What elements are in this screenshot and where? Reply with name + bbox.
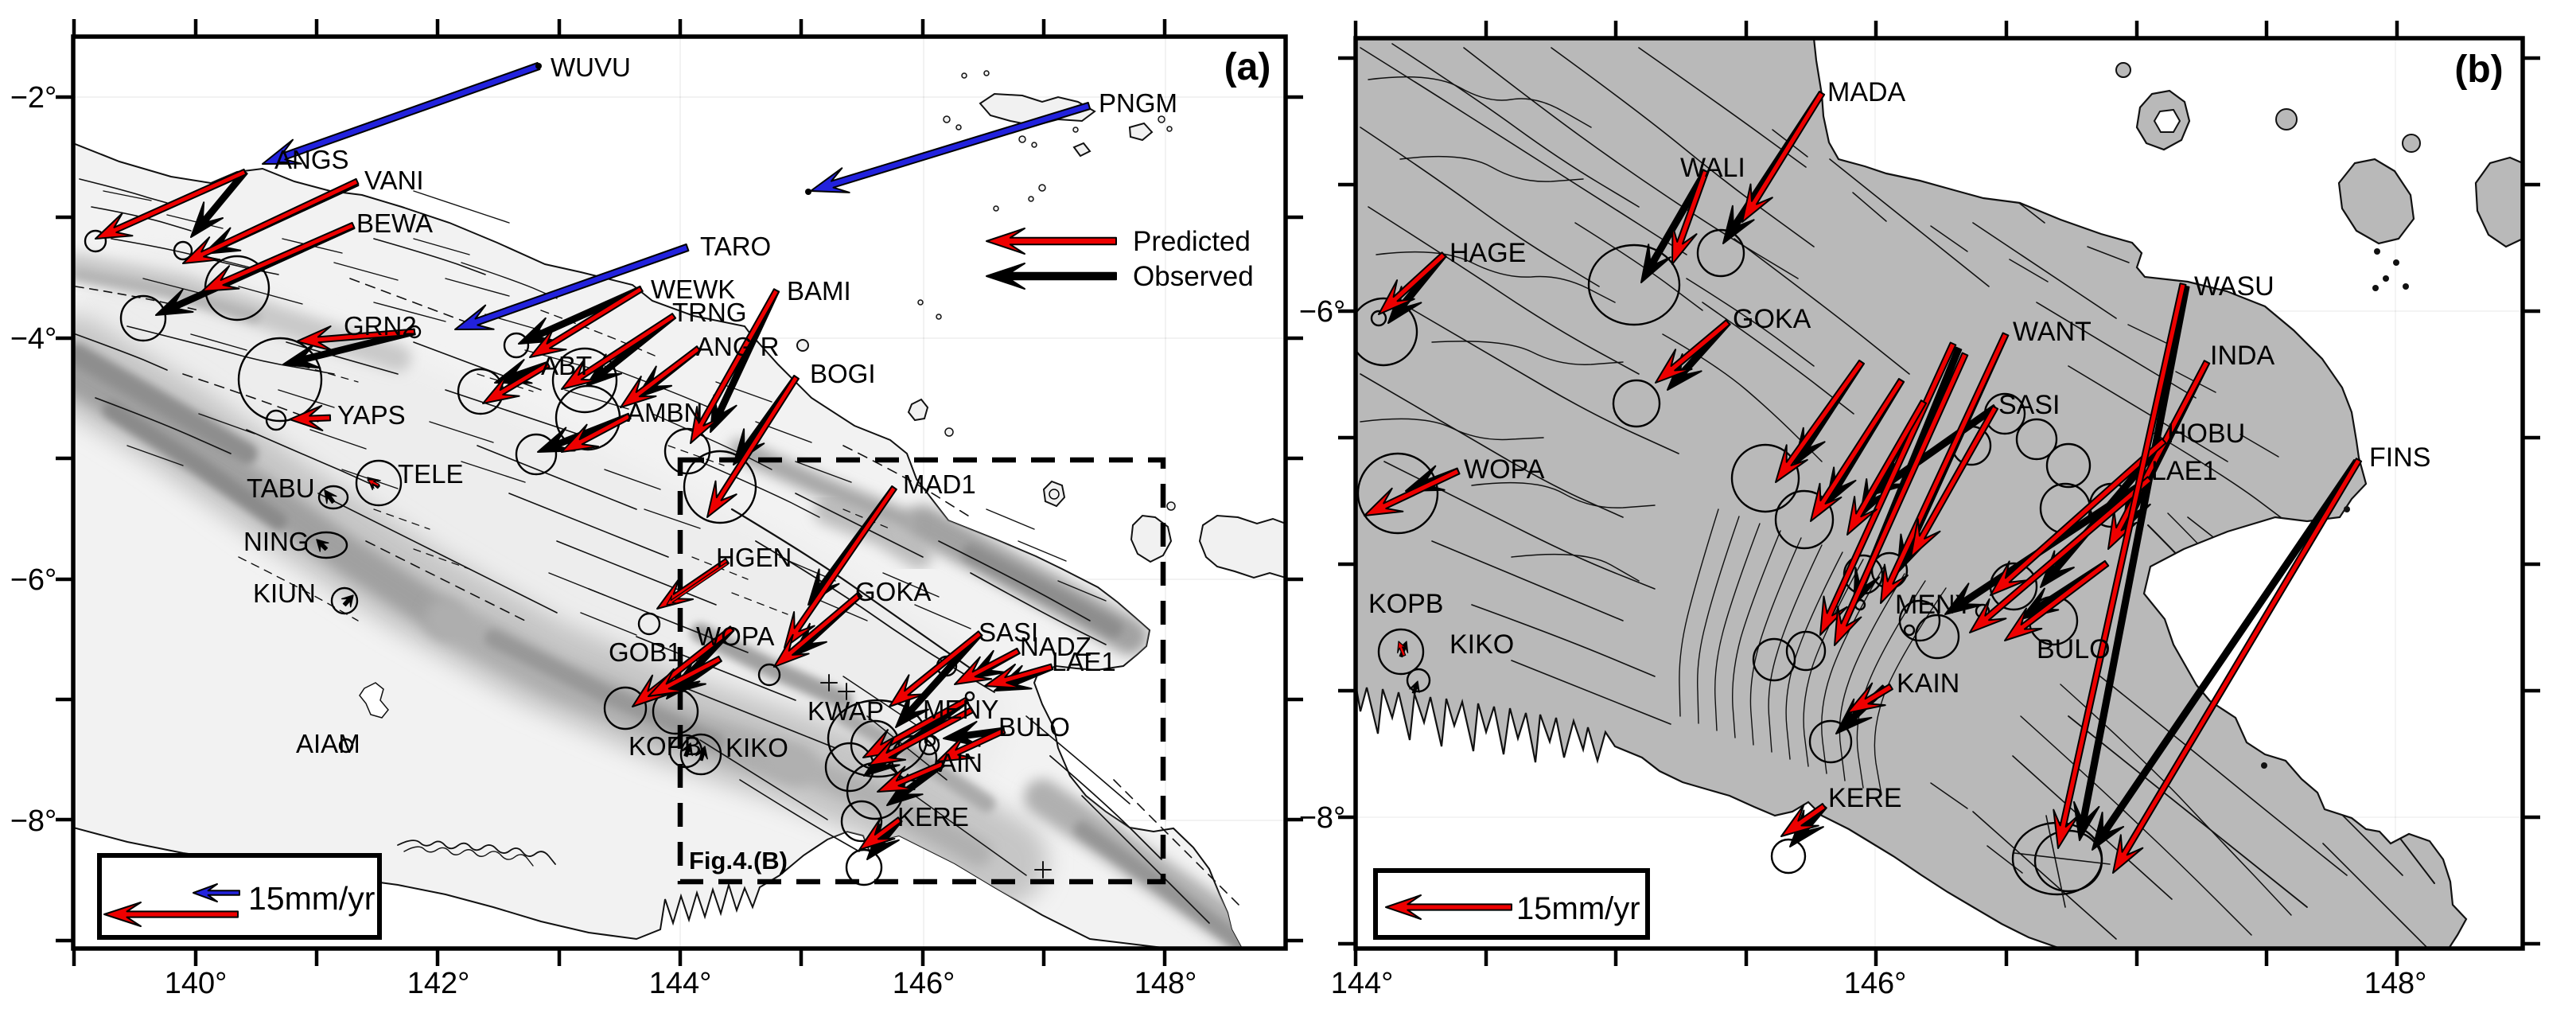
svg-text:BULO: BULO [998,712,1070,742]
svg-text:WASU: WASU [2194,271,2274,302]
svg-text:ABT: ABT [541,351,592,380]
svg-text:HOBU: HOBU [2167,419,2245,449]
svg-text:LAE1: LAE1 [2151,456,2217,486]
svg-text:WUVU: WUVU [551,53,631,82]
svg-text:−4°: −4° [10,322,57,356]
svg-text:BAMI: BAMI [787,276,851,306]
svg-text:AIN: AIN [939,748,983,777]
svg-text:148°: 148° [1134,967,1197,1000]
svg-text:146°: 146° [893,967,955,1000]
svg-text:HAGE: HAGE [1449,238,1526,268]
svg-text:WANT: WANT [2013,317,2092,347]
svg-text:AIAM: AIAM [296,729,360,758]
svg-text:−2°: −2° [10,81,57,115]
svg-text:140°: 140° [165,967,228,1000]
svg-text:PNGM: PNGM [1099,88,1177,118]
svg-text:144°: 144° [1331,967,1394,1000]
svg-text:ANGS: ANGS [274,145,349,174]
svg-text:LAE1: LAE1 [1052,647,1116,676]
svg-text:FINS: FINS [2369,442,2430,473]
svg-text:WALI: WALI [1680,153,1745,183]
svg-text:KOPB: KOPB [1368,589,1443,619]
svg-text:15mm/yr: 15mm/yr [1516,891,1640,926]
svg-text:GOKA: GOKA [1733,304,1811,334]
svg-text:KOPB: KOPB [628,731,702,761]
svg-text:YAPS: YAPS [337,400,406,430]
svg-text:MENY: MENY [1895,590,1973,620]
svg-text:144°: 144° [649,967,712,1000]
svg-text:TRNG: TRNG [672,298,747,327]
svg-text:148°: 148° [2364,967,2427,1000]
svg-text:AMBN: AMBN [627,398,702,427]
svg-text:SASI: SASI [1998,390,2060,420]
svg-text:BOGI: BOGI [810,359,876,388]
svg-text:GOB1: GOB1 [609,637,682,667]
svg-text:Observed: Observed [1133,261,1254,292]
svg-text:KERE: KERE [1828,783,1902,813]
svg-text:KERE: KERE [897,802,969,832]
svg-text:WEWK: WEWK [651,275,735,304]
svg-text:MADA: MADA [1827,77,1906,107]
svg-text:KIKO: KIKO [726,733,788,762]
svg-text:146°: 146° [1844,967,1907,1000]
svg-text:ANG R: ANG R [696,332,780,361]
svg-text:MENY: MENY [923,695,998,724]
svg-text:MAD1: MAD1 [903,469,976,499]
svg-text:−8°: −8° [1299,801,1346,835]
svg-text:Predicted: Predicted [1133,226,1251,257]
svg-text:(b): (b) [2454,49,2503,91]
svg-text:WOPA: WOPA [696,621,774,651]
svg-text:INDA: INDA [2210,341,2275,371]
svg-text:VANI: VANI [364,166,424,195]
svg-text:KAIN: KAIN [1897,668,1959,699]
svg-text:HGEN: HGEN [716,543,792,572]
svg-text:WOPA: WOPA [1464,454,1545,485]
svg-text:−8°: −8° [10,804,57,838]
svg-text:SASI: SASI [979,617,1038,647]
svg-text:GRN2: GRN2 [344,311,417,341]
svg-text:−6°: −6° [1299,295,1346,329]
svg-text:−6°: −6° [10,563,57,597]
svg-text:TELE: TELE [398,459,464,489]
svg-text:Fig.4.(B): Fig.4.(B) [689,847,788,875]
svg-text:GOKA: GOKA [855,577,931,606]
svg-text:15mm/yr: 15mm/yr [248,880,375,917]
svg-text:142°: 142° [407,967,470,1000]
svg-text:(a): (a) [1224,46,1271,88]
svg-text:KIKO: KIKO [1449,629,1514,660]
svg-text:NADZ: NADZ [1020,632,1091,661]
svg-text:KWAP: KWAP [807,696,884,726]
svg-text:BEWA: BEWA [356,208,433,238]
svg-text:TABU: TABU [247,473,315,503]
svg-text:TARO: TARO [700,232,771,261]
svg-text:BULO: BULO [2037,634,2111,664]
svg-text:KIUN: KIUN [253,579,316,608]
svg-text:NING: NING [243,527,309,556]
